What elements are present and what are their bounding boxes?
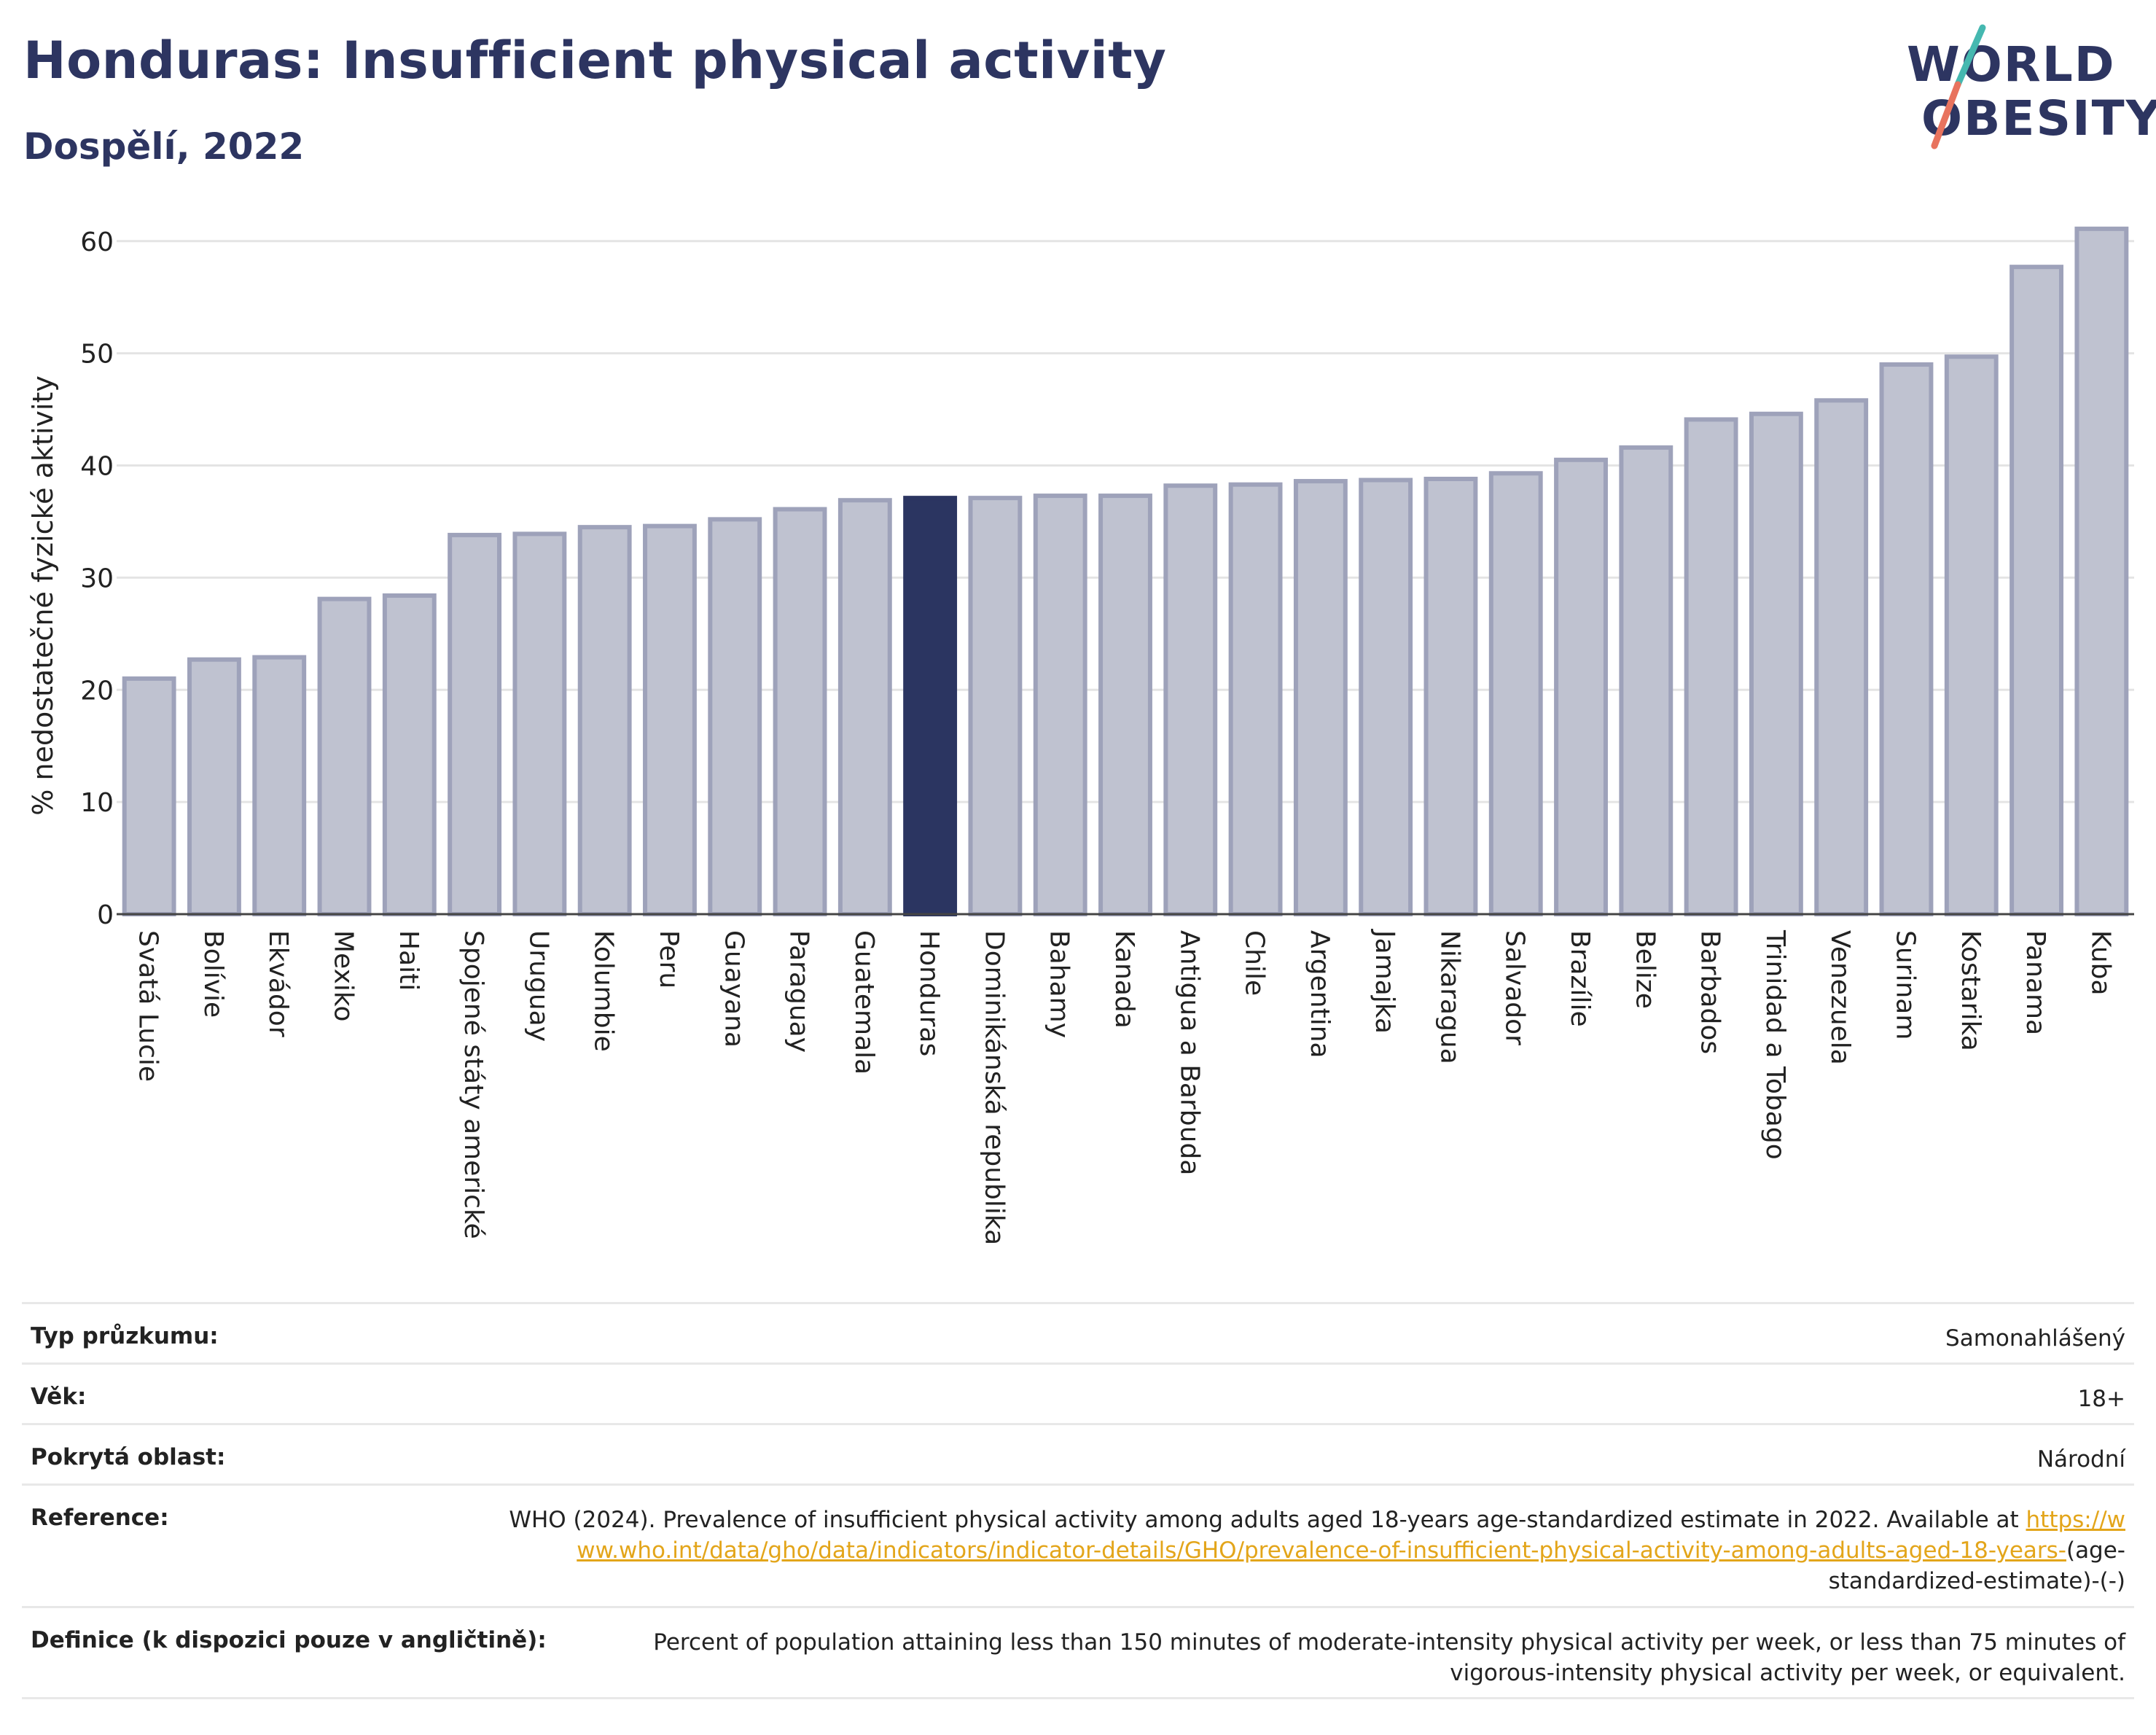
y-tick-label: 30 bbox=[80, 564, 114, 593]
y-tick-label: 60 bbox=[80, 227, 114, 257]
x-tick-label: Paraguay bbox=[784, 930, 814, 1053]
definition-value: Percent of population attaining less tha… bbox=[653, 1629, 2125, 1686]
bar bbox=[1228, 482, 1283, 916]
x-tick-label: Kuba bbox=[2085, 930, 2115, 996]
x-tick-label: Ekvádor bbox=[263, 930, 293, 1037]
bar bbox=[1554, 457, 1608, 916]
x-tick-label: Uruguay bbox=[523, 930, 553, 1042]
page-title: Honduras: Insufficient physical activity bbox=[23, 31, 1167, 90]
x-tick-label: Antigua a Barbuda bbox=[1174, 930, 1204, 1175]
bar bbox=[1163, 483, 1218, 916]
bar bbox=[512, 531, 567, 916]
bar bbox=[1488, 471, 1543, 916]
y-tick-label: 10 bbox=[80, 788, 114, 818]
logo-text-obesity: OBESITY bbox=[1921, 90, 2156, 147]
x-tick-label: Bahamy bbox=[1044, 930, 1074, 1038]
x-tick-label: Argentina bbox=[1305, 930, 1335, 1058]
x-axis-ticks: Svatá Lucie Bolívie Ekvádor Mexiko Haiti Spoj… bbox=[133, 929, 2116, 1245]
x-tick-label: Barbados bbox=[1695, 930, 1725, 1054]
bar bbox=[708, 517, 762, 916]
info-row-definition: Definice (k dispozici pouze v angličtině… bbox=[22, 1606, 2134, 1699]
reference-text: WHO (2024). Prevalence of insufficient p… bbox=[509, 1507, 2019, 1533]
x-tick-label: Guayana bbox=[719, 930, 749, 1048]
bar bbox=[1098, 494, 1152, 916]
x-tick-label: Jamajka bbox=[1370, 929, 1399, 1034]
x-tick-label: Haiti bbox=[394, 930, 423, 991]
x-tick-label: Nikaragua bbox=[1434, 930, 1464, 1064]
bar bbox=[773, 507, 827, 916]
info-label: Typ průzkumu: bbox=[31, 1323, 219, 1349]
bar-highlight bbox=[903, 496, 958, 916]
logo-text-world: WORLD bbox=[1907, 36, 2116, 93]
info-value: 18+ bbox=[2077, 1386, 2125, 1412]
bar-chart: 0 10 20 30 40 50 60 Svatá Lucie Bolívie Ekvádor M… bbox=[27, 226, 2134, 1245]
info-row-age: Věk: 18+ bbox=[22, 1362, 2134, 1423]
x-tick-label: Kostarika bbox=[1956, 930, 1985, 1051]
info-label: Definice (k dispozici pouze v angličtině… bbox=[31, 1627, 547, 1653]
x-tick-label: Panama bbox=[2020, 930, 2050, 1035]
bar bbox=[1814, 398, 1869, 916]
y-axis-label: % nedostatečné fyzické aktivity bbox=[27, 375, 59, 816]
reference-value: WHO (2024). Prevalence of insufficient p… bbox=[507, 1486, 2125, 1606]
bar bbox=[1359, 477, 1413, 916]
reference-suffix: (age-standardized-estimate)-(-) bbox=[1828, 1537, 2125, 1594]
x-tick-label: Peru bbox=[654, 930, 684, 989]
bar bbox=[382, 593, 437, 917]
x-tick-label: Bolívie bbox=[198, 930, 228, 1018]
chart-bars bbox=[122, 226, 2129, 917]
info-value: Národní bbox=[2036, 1446, 2125, 1473]
y-tick-label: 0 bbox=[97, 900, 114, 930]
x-tick-label: Salvador bbox=[1500, 930, 1530, 1045]
bar bbox=[1293, 479, 1348, 917]
logo-slash-icon bbox=[1931, 24, 1986, 149]
bar bbox=[2009, 265, 2063, 917]
y-tick-label: 20 bbox=[80, 676, 114, 706]
info-label: Reference: bbox=[31, 1505, 169, 1531]
bar bbox=[2074, 226, 2129, 916]
bar bbox=[1944, 354, 1999, 916]
info-row-area: Pokrytá oblast: Národní bbox=[22, 1423, 2134, 1483]
bar bbox=[448, 532, 502, 916]
x-tick-label: Trinidad a Tobago bbox=[1760, 929, 1790, 1160]
info-row-survey-type: Typ průzkumu: Samonahlášený bbox=[22, 1302, 2134, 1362]
x-tick-label: Chile bbox=[1240, 930, 1270, 996]
x-tick-label: Venezuela bbox=[1825, 930, 1855, 1065]
info-row-reference: Reference: WHO (2024). Prevalence of ins… bbox=[22, 1483, 2134, 1606]
x-tick-label: Dominikánská republika bbox=[979, 930, 1009, 1245]
x-tick-label: Guatemala bbox=[849, 930, 879, 1075]
bar bbox=[1749, 411, 1803, 916]
reference-link[interactable]: https://www.who.int/data/gho/data/indica… bbox=[577, 1507, 2125, 1564]
bar bbox=[643, 523, 697, 916]
x-tick-label: Brazílie bbox=[1565, 930, 1595, 1027]
x-tick-label: Belize bbox=[1630, 930, 1660, 1009]
bar bbox=[187, 657, 241, 916]
page-subtitle: Dospělí, 2022 bbox=[23, 125, 305, 168]
bar bbox=[1033, 494, 1087, 916]
x-tick-label: Kanada bbox=[1109, 930, 1139, 1029]
x-tick-label: Svatá Lucie bbox=[133, 930, 163, 1082]
info-label: Pokrytá oblast: bbox=[31, 1444, 226, 1470]
bar bbox=[122, 676, 176, 916]
x-tick-label: Honduras bbox=[914, 930, 944, 1056]
info-table: Typ průzkumu: Samonahlášený Věk: 18+ Pok… bbox=[22, 1302, 2134, 1699]
bar bbox=[1684, 417, 1738, 917]
y-tick-label: 40 bbox=[80, 452, 114, 482]
bar bbox=[968, 496, 1023, 916]
x-tick-label: Surinam bbox=[1890, 930, 1920, 1040]
bar bbox=[577, 525, 632, 917]
bar bbox=[1879, 362, 1934, 916]
info-label: Věk: bbox=[31, 1384, 87, 1410]
x-tick-label: Mexiko bbox=[329, 930, 359, 1021]
bar bbox=[1619, 445, 1673, 916]
bar bbox=[837, 498, 892, 916]
bar bbox=[1423, 476, 1478, 916]
y-tick-label: 50 bbox=[80, 340, 114, 370]
bar bbox=[317, 596, 372, 916]
bar bbox=[252, 655, 307, 916]
x-tick-label: Spojené státy americké bbox=[458, 930, 488, 1239]
y-axis-ticks: 0 10 20 30 40 50 60 bbox=[80, 227, 114, 930]
world-obesity-logo: WORLD OBESITY bbox=[1902, 22, 2156, 153]
x-tick-label: Kolumbie bbox=[589, 930, 619, 1052]
info-value: Samonahlášený bbox=[1945, 1325, 2125, 1352]
